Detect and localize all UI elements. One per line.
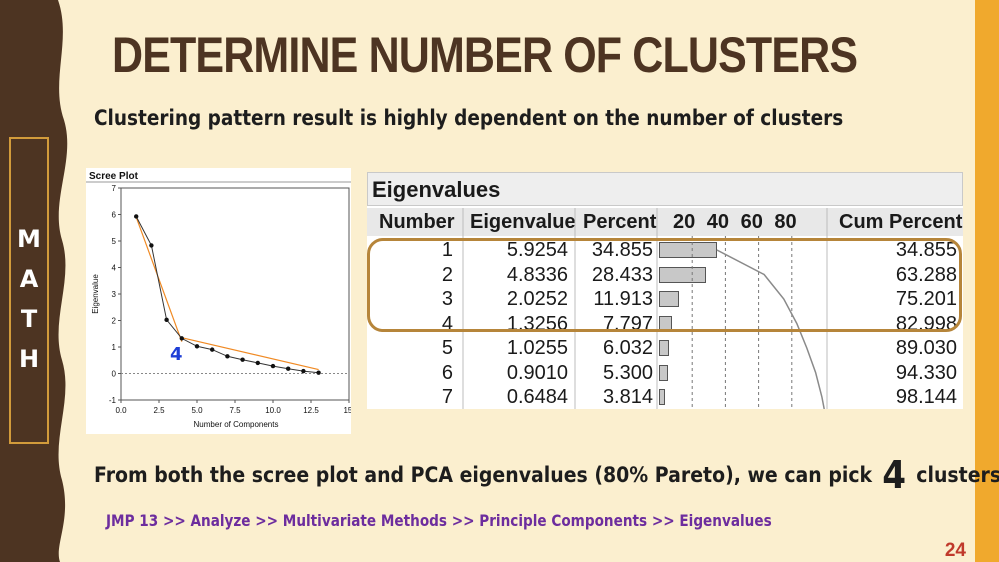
scree-ytick-label: 4 [112, 264, 117, 273]
col-eigenvalue: Eigenvalue [470, 211, 576, 233]
cell-percent: 11.913 [593, 288, 653, 310]
col-number: Number [379, 211, 455, 233]
cell-cum-percent: 63.288 [895, 263, 957, 286]
scree-ytick-label: 3 [112, 290, 117, 299]
math-side-box: M A T H [9, 137, 49, 444]
cell-cum-percent: 89.030 [895, 337, 957, 359]
eigenvalues-title: Eigenvalues [367, 172, 963, 206]
cell-number: 2 [441, 263, 453, 286]
scree-point [270, 363, 276, 369]
scree-title: Scree Plot [89, 171, 139, 182]
scree-ytick-label: 5 [112, 237, 117, 246]
scree-xtick-label: 5.0 [191, 406, 203, 415]
scree-fit-line [135, 216, 183, 342]
slide-subtitle: Clustering pattern result is highly depe… [94, 106, 844, 130]
percent-bar [659, 242, 717, 258]
scree-point [164, 317, 169, 323]
eigenvalues-header: Number Eigenvalue Percent 20 40 60 80 Cu… [367, 208, 963, 236]
cell-cum-percent: 98.144 [895, 386, 957, 408]
cell-eigenvalue: 0.9010 [506, 361, 568, 384]
percent-bar [659, 291, 679, 307]
col-cum-percent: Cum Percent [839, 211, 963, 233]
conclusion-suffix: clusters [916, 463, 999, 487]
scree-xtick-label: 12.5 [303, 406, 319, 415]
top-four-highlight [367, 238, 962, 332]
scree-xtick-label: 0.0 [115, 406, 127, 415]
col-bar-scale: 20 40 60 80 [673, 211, 797, 233]
cell-eigenvalue: 2.0252 [506, 288, 568, 310]
percent-bar [659, 340, 669, 356]
scree-point [149, 243, 154, 248]
scree-xtick-label: 2.5 [153, 406, 165, 415]
scree-point [210, 347, 215, 352]
cell-eigenvalue: 0.6484 [506, 386, 568, 408]
scree-ytick-label: -1 [109, 396, 117, 405]
scree-xlabel: Number of Components [194, 420, 279, 429]
table-row: 6 0.9010 5.300 94.330 [367, 361, 963, 386]
side-letter-h: H [18, 345, 40, 373]
scree-ytick-label: 2 [112, 317, 117, 326]
scree-point [286, 366, 291, 371]
conclusion-prefix: From both the scree plot and PCA eigenva… [94, 463, 873, 487]
cell-percent: 34.855 [591, 239, 653, 261]
cell-number: 5 [441, 337, 453, 359]
scree-annotation: 4 [170, 344, 183, 365]
scree-point [179, 336, 184, 341]
cell-cum-percent: 94.330 [895, 361, 957, 384]
scree-point [316, 370, 321, 375]
cell-number: 4 [441, 312, 453, 335]
scree-point [240, 357, 245, 362]
scree-plot-svg: Scree Plot -1 0 1 2 3 4 5 6 7 0.0 2.5 5.0 7.5 10.0 12.… [86, 168, 351, 429]
table-row: 3 2.0252 11.913 75.201 [367, 287, 963, 312]
scree-ytick-label: 0 [112, 370, 117, 379]
side-letter-a: A [19, 265, 39, 293]
scree-series-line [135, 216, 319, 374]
eigenvalues-table: Eigenvalues Number Eigenvalue Percent 20… [367, 172, 963, 409]
percent-bar [659, 364, 668, 381]
scree-fit-line [181, 337, 319, 371]
side-letter-t: T [20, 305, 38, 333]
percent-bar [659, 389, 666, 405]
scree-xtick-label: 15. [343, 406, 351, 415]
scree-ytick-label: 1 [112, 343, 117, 352]
jmp-menu-path: JMP 13 >> Analyze >> Multivariate Method… [106, 511, 772, 530]
scree-ytick-label: 7 [112, 184, 117, 193]
percent-bar [659, 266, 707, 283]
cell-number: 3 [441, 288, 453, 310]
cell-number: 6 [441, 361, 453, 384]
slide-title: DETERMINE NUMBER OF CLUSTERS [112, 27, 858, 83]
scree-point [255, 360, 260, 366]
conclusion-number: 4 [882, 453, 907, 497]
scree-ylabel: Eigenvalue [91, 274, 100, 314]
cell-percent: 28.433 [591, 263, 653, 286]
left-decorative-band [0, 0, 68, 562]
scree-point [301, 368, 306, 374]
cell-eigenvalue: 5.9254 [506, 239, 568, 261]
cell-percent: 5.300 [602, 361, 653, 384]
cell-percent: 3.814 [602, 386, 653, 408]
right-accent-band [975, 0, 999, 562]
cell-eigenvalue: 1.0255 [506, 337, 568, 359]
scree-xtick-label: 10.0 [265, 406, 281, 415]
table-row: 1 5.9254 34.855 34.855 [367, 238, 963, 263]
cell-cum-percent: 34.855 [895, 239, 957, 261]
scree-point [194, 344, 200, 349]
cell-percent: 6.032 [602, 337, 653, 359]
scree-point [225, 354, 230, 359]
table-row: 7 0.6484 3.814 98.144 [367, 385, 963, 410]
side-letter-m: M [17, 225, 41, 253]
cell-cum-percent: 75.201 [895, 288, 957, 310]
scree-point [134, 214, 139, 219]
table-row: 2 4.8336 28.433 63.288 [367, 263, 963, 288]
table-row: 5 1.0255 6.032 89.030 [367, 336, 963, 361]
scree-ytick-label: 6 [112, 211, 117, 220]
cell-number: 1 [441, 239, 453, 261]
cell-number: 7 [441, 386, 453, 408]
col-percent: Percent [583, 211, 657, 233]
scree-xtick-label: 7.5 [229, 406, 241, 415]
scree-plot: Scree Plot -1 0 1 2 3 4 5 6 7 0.0 2.5 5.0 7.5 10.0 12.… [86, 168, 351, 434]
conclusion-text: From both the scree plot and PCA eigenva… [94, 453, 999, 497]
cell-eigenvalue: 4.8336 [506, 263, 568, 286]
page-number: 24 [944, 540, 966, 561]
